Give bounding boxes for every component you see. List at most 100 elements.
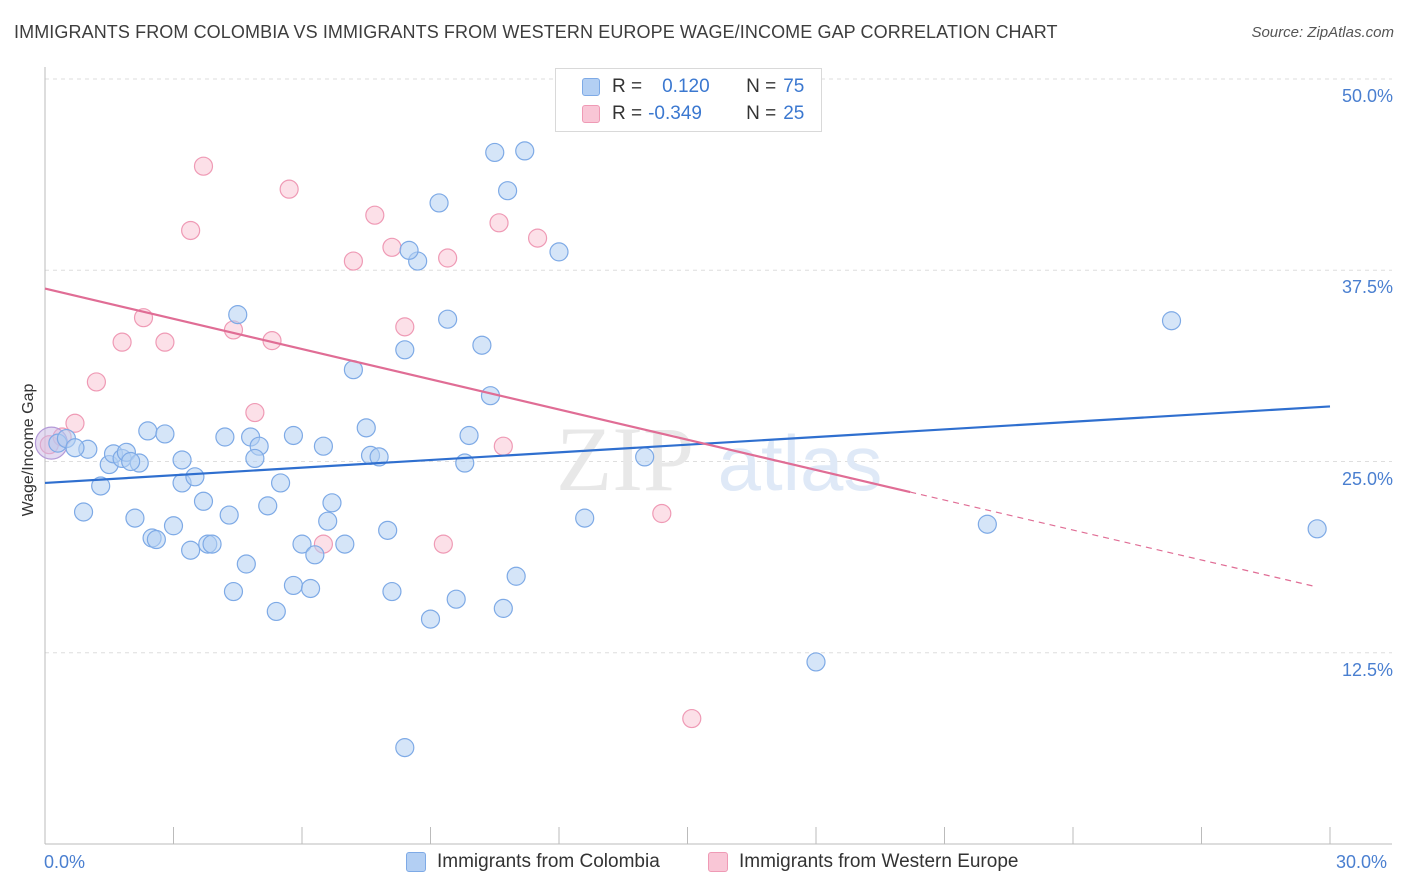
colombia-point — [270, 473, 291, 493]
colombia-point — [172, 450, 192, 470]
legend-r-value: 0.120 — [662, 76, 710, 97]
legend-n-value: 75 — [783, 76, 805, 97]
colombia-point — [185, 467, 205, 487]
legend-r-value: -0.349 — [648, 103, 702, 124]
western-europe-trend-line — [44, 287, 911, 494]
colombia-trend-line — [44, 405, 1331, 485]
western-europe-point — [438, 248, 458, 268]
western-europe-point — [433, 534, 453, 554]
bottom-legend-colombia: Immigrants from Colombia — [406, 851, 660, 873]
colombia-point — [65, 438, 85, 458]
legend-n-value: 25 — [783, 103, 805, 124]
x-tick-max: 30.0% — [1336, 852, 1388, 872]
colombia-point — [806, 652, 826, 672]
colombia-point — [215, 427, 235, 447]
y-axis-label-wrap: Wage/Income Gap — [16, 300, 42, 600]
western-europe-point — [343, 251, 363, 271]
western-europe-point — [682, 708, 702, 729]
western-europe-point — [527, 228, 548, 248]
colombia-point — [146, 529, 166, 550]
colombia-point — [356, 418, 376, 438]
legend-label-western-europe: Immigrants from Western Europe — [739, 851, 1019, 872]
western-europe-point — [395, 317, 415, 337]
western-europe-point — [86, 372, 107, 392]
colombia-point — [155, 424, 175, 444]
colombia-point — [219, 505, 239, 525]
western-europe-point — [112, 332, 132, 352]
watermark-zip: ZIP — [556, 408, 694, 510]
colombia-point — [266, 601, 286, 622]
legend-row-western-europe: R = -0.349 N = 25 — [582, 103, 804, 125]
legend-n-label: N = — [746, 103, 777, 124]
western-europe-point — [181, 220, 201, 241]
chart-title: IMMIGRANTS FROM COLOMBIA VS IMMIGRANTS F… — [14, 22, 1058, 42]
colombia-point — [429, 193, 449, 213]
colombia-point — [472, 335, 492, 355]
colombia-point — [318, 511, 338, 531]
western-europe-point — [382, 237, 402, 257]
colombia-point — [305, 545, 325, 565]
colombia-point — [378, 520, 398, 540]
legend-swatch-blue — [582, 78, 600, 96]
colombia-point — [1161, 311, 1182, 331]
colombia-point — [181, 540, 201, 560]
colombia-point — [283, 575, 304, 596]
colombia-point — [635, 447, 655, 467]
colombia-point — [193, 491, 214, 511]
colombia-point — [446, 589, 466, 609]
colombia-point — [395, 738, 415, 758]
colombia-point — [283, 425, 304, 446]
western-europe-trend-extension — [910, 491, 1318, 588]
legend-swatch-pink — [582, 105, 600, 123]
colombia-point — [223, 581, 244, 602]
y-tick-label: 25.0% — [1341, 468, 1393, 489]
colombia-point — [438, 309, 458, 329]
colombia-point — [138, 421, 158, 441]
colombia-point — [258, 496, 278, 516]
colombia-point — [236, 554, 256, 574]
colombia-point — [313, 436, 334, 456]
colombia-point — [322, 493, 342, 513]
colombia-point — [1307, 519, 1327, 539]
colombia-point — [163, 516, 184, 536]
legend-label-colombia: Immigrants from Colombia — [437, 851, 660, 872]
colombia-point — [420, 609, 441, 629]
colombia-point — [493, 598, 513, 618]
legend-n-label: N = — [746, 76, 777, 97]
colombia-point — [498, 181, 518, 201]
y-tick-label: 37.5% — [1341, 277, 1393, 298]
legend-swatch-blue — [406, 852, 426, 872]
bottom-legend-western-europe: Immigrants from Western Europe — [708, 851, 1018, 873]
colombia-point — [202, 534, 222, 554]
western-europe-point — [65, 413, 85, 433]
y-tick-label: 12.5% — [1341, 659, 1393, 680]
colombia-point — [300, 578, 321, 599]
colombia-point — [292, 534, 312, 554]
y-tick-label: 50.0% — [1341, 86, 1393, 106]
colombia-point — [459, 425, 479, 446]
colombia-point — [977, 514, 997, 534]
colombia-point — [395, 340, 415, 360]
colombia-point — [369, 447, 389, 467]
y-axis-label: Wage/Income Gap — [20, 383, 37, 517]
colombia-point — [73, 502, 94, 522]
colombia-point — [399, 240, 419, 260]
colombia-point — [575, 508, 595, 528]
colombia-point — [549, 242, 569, 262]
colombia-point — [515, 141, 535, 161]
legend-r-label: R = — [612, 76, 643, 97]
colombia-point — [228, 305, 248, 325]
western-europe-point — [652, 503, 672, 524]
legend-swatch-pink — [708, 852, 728, 872]
colombia-point — [245, 448, 265, 469]
colombia-point — [91, 476, 111, 496]
trend-lines — [44, 287, 1331, 588]
western-europe-point — [155, 332, 175, 352]
stats-legend: R = 0.120 N = 75 R = -0.349 N = 25 — [555, 68, 822, 132]
source-note: Source: ZipAtlas.com — [1251, 24, 1394, 41]
colombia-point — [335, 534, 355, 554]
western-europe-point — [193, 156, 214, 176]
western-europe-point — [365, 205, 385, 225]
colombia-point — [506, 566, 526, 586]
